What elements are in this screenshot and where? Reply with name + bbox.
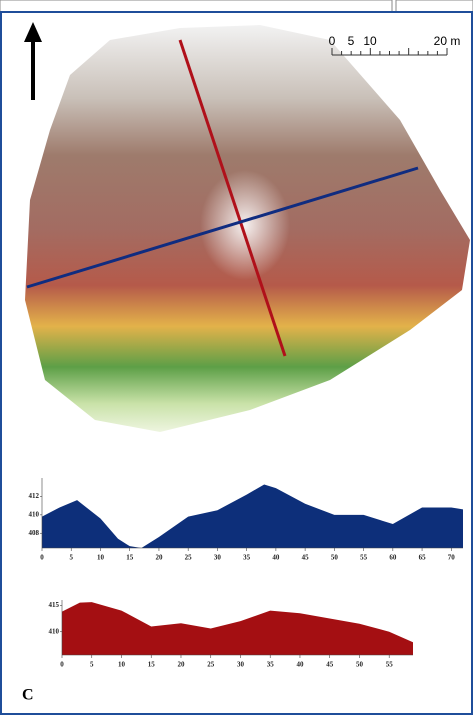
y-tick-label: 412 (29, 492, 40, 500)
y-tick-label: 410 (29, 510, 40, 518)
x-tick-label: 55 (386, 661, 394, 669)
x-tick-label: 35 (267, 661, 275, 669)
x-tick-label: 70 (448, 554, 456, 562)
scale-label: 10 (363, 34, 377, 48)
x-tick-label: 5 (90, 661, 94, 669)
x-tick-label: 15 (126, 554, 134, 562)
top-box (0, 0, 392, 12)
x-tick-label: 0 (60, 661, 64, 669)
x-tick-label: 25 (185, 554, 193, 562)
x-tick-label: 10 (118, 661, 126, 669)
scale-label: 5 (348, 34, 355, 48)
x-tick-label: 15 (148, 661, 156, 669)
x-tick-label: 40 (296, 661, 304, 669)
y-tick-label: 410 (49, 627, 60, 635)
x-tick-label: 40 (272, 554, 280, 562)
x-tick-label: 55 (360, 554, 368, 562)
y-tick-label: 415 (49, 601, 60, 609)
x-tick-label: 20 (177, 661, 185, 669)
x-tick-label: 45 (302, 554, 310, 562)
x-tick-label: 30 (214, 554, 222, 562)
x-tick-label: 60 (389, 554, 397, 562)
x-tick-label: 45 (326, 661, 334, 669)
x-tick-label: 20 (155, 554, 163, 562)
x-tick-label: 50 (331, 554, 339, 562)
x-tick-label: 25 (207, 661, 215, 669)
page: 051020 m05101520253035404550556065704084… (0, 0, 473, 715)
x-tick-label: 30 (237, 661, 245, 669)
x-tick-label: 50 (356, 661, 364, 669)
summit (200, 170, 290, 280)
x-tick-label: 10 (97, 554, 105, 562)
panel-label: C (22, 687, 34, 704)
x-tick-label: 0 (40, 554, 44, 562)
figure: 051020 m05101520253035404550556065704084… (0, 0, 473, 715)
scale-label: 0 (329, 34, 336, 48)
x-tick-label: 35 (243, 554, 251, 562)
x-tick-label: 65 (419, 554, 427, 562)
x-tick-label: 5 (69, 554, 73, 562)
top-box (396, 0, 473, 12)
scale-label: 20 m (434, 34, 461, 48)
y-tick-label: 408 (29, 529, 40, 537)
